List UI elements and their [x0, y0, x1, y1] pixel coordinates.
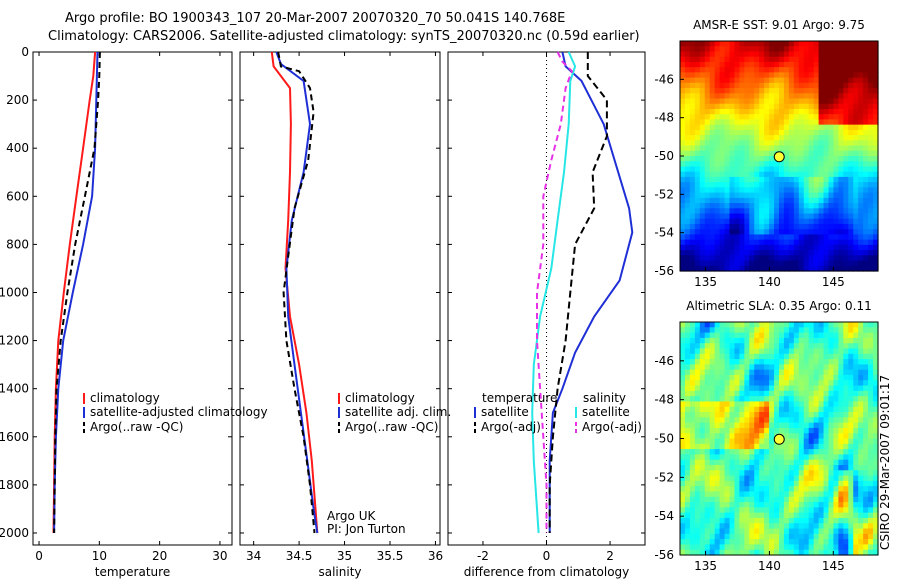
- float-position-marker: [773, 433, 785, 445]
- y-tick-label: 1200: [0, 334, 29, 348]
- figure-title-line-1: Argo profile: BO 1900343_107 20-Mar-2007…: [65, 11, 566, 26]
- x-axis-label: temperature: [95, 565, 170, 579]
- map-x-tick-label: 145: [822, 559, 845, 573]
- legend-1-climatology-label: climatology: [90, 391, 160, 405]
- y-tick-label: 200: [6, 93, 29, 107]
- x-tick-label: -2: [477, 549, 489, 563]
- series-line-3-1: [548, 51, 634, 533]
- series-line-3-3: [531, 51, 577, 534]
- x-axis-label: salinity: [318, 565, 361, 579]
- map-x-tick-label: 145: [822, 275, 845, 289]
- legend-3-salinity-title: salinity: [583, 391, 626, 405]
- y-tick-label: 600: [6, 189, 29, 203]
- float-position-marker: [773, 151, 785, 163]
- series-line-1-1: [52, 51, 97, 534]
- map-y-tick-label: -52: [654, 187, 674, 201]
- y-tick-label: 1600: [0, 430, 29, 444]
- series-line-1-2: [53, 51, 99, 534]
- y-tick-label: 1400: [0, 382, 29, 396]
- y-tick-label: 400: [6, 141, 29, 155]
- map-2-title: Altimetric SLA: 0.35 Argo: 0.11: [686, 299, 871, 313]
- y-tick-label: 1000: [0, 285, 29, 299]
- map-2-image: [680, 322, 879, 556]
- x-axis-label: difference from climatology: [464, 565, 630, 579]
- legend-1-argo-label: Argo(..raw -QC): [90, 420, 183, 434]
- legend-3-sal-satellite-label: satellite: [582, 405, 630, 419]
- map-x-tick-label: 135: [694, 275, 717, 289]
- y-tick-label: 1800: [0, 478, 29, 492]
- map-x-tick-label: 140: [758, 559, 781, 573]
- legend-3-sal-argo-label: Argo(-adj): [582, 420, 642, 434]
- legend-3-temp-argo-label: Argo(-adj): [481, 420, 541, 434]
- legend-2-argo-label: Argo(..raw -QC): [345, 420, 438, 434]
- map-y-tick-label: -50: [654, 432, 674, 446]
- legend-3-temp-satellite-label: satellite: [481, 405, 529, 419]
- x-tick-label: 34.5: [286, 549, 313, 563]
- map-y-tick-label: -54: [654, 226, 674, 240]
- x-tick-label: 35.5: [377, 549, 404, 563]
- y-tick-label: 800: [6, 237, 29, 251]
- x-tick-label: 30: [212, 549, 227, 563]
- series-line-1-3: [53, 51, 101, 534]
- map-y-tick-label: -48: [654, 111, 674, 125]
- figure-title-line-2: Climatology: CARS2006. Satellite-adjuste…: [48, 29, 640, 44]
- map-y-tick-label: -50: [654, 149, 674, 163]
- x-tick-label: 0: [35, 549, 43, 563]
- map-y-tick-label: -56: [654, 548, 674, 562]
- annotation-line-1: Argo UK: [327, 509, 376, 523]
- legend-2-satellite-label: satellite adj. clim.: [345, 405, 451, 419]
- legend-2-climatology-label: climatology: [345, 391, 415, 405]
- map-y-tick-label: -46: [654, 354, 674, 368]
- legend-1-satellite-label: satellite-adjusted climatology: [90, 405, 268, 419]
- map-y-tick-label: -54: [654, 509, 674, 523]
- x-tick-label: 34: [246, 549, 261, 563]
- map-y-tick-label: -48: [654, 393, 674, 407]
- panel-1-frame: [32, 51, 233, 546]
- map-x-tick-label: 135: [694, 559, 717, 573]
- map-y-tick-label: -56: [654, 264, 674, 278]
- map-y-tick-label: -46: [654, 72, 674, 86]
- y-tick-label: 2000: [0, 526, 29, 540]
- series-line-2-3: [277, 51, 316, 534]
- x-tick-label: 2: [606, 549, 614, 563]
- map-y-tick-label: -52: [654, 470, 674, 484]
- annotation-line-2: PI: Jon Turton: [327, 522, 406, 536]
- series-line-3-2: [548, 52, 608, 533]
- side-label: CSIRO 29-Mar-2007 09:01:17: [878, 374, 892, 550]
- x-tick-label: 0: [543, 549, 551, 563]
- x-tick-label: 10: [92, 549, 107, 563]
- map-x-tick-label: 140: [758, 275, 781, 289]
- legend-3-temperature-title: temperature: [482, 391, 557, 405]
- map-1-image: [680, 41, 879, 272]
- panel-2-frame: [239, 51, 441, 546]
- x-tick-label: 35: [337, 549, 352, 563]
- series-line-3-4: [536, 51, 574, 533]
- map-1-title: AMSR-E SST: 9.01 Argo: 9.75: [693, 18, 865, 32]
- x-tick-label: 36: [428, 549, 443, 563]
- x-tick-label: 20: [152, 549, 167, 563]
- panel-3-frame: [447, 51, 646, 546]
- y-tick-label: 0: [21, 45, 29, 59]
